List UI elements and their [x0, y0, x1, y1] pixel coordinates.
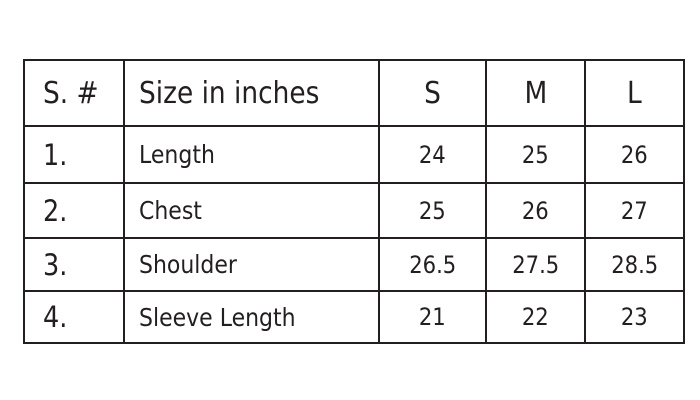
- cell-text: 26: [621, 140, 648, 169]
- cell-m: 27.5: [485, 237, 586, 292]
- row-number: 2.: [23, 182, 125, 239]
- table-header-row: S. # Size in inches S M L: [23, 59, 685, 127]
- cell-s: 25: [378, 182, 487, 239]
- header-l: L: [584, 59, 685, 127]
- cell-text: 25: [522, 140, 549, 169]
- cell-text: Sleeve Length: [139, 302, 296, 332]
- row-number: 1.: [23, 125, 125, 184]
- header-text: S: [424, 75, 441, 111]
- header-text: Size in inches: [139, 75, 320, 111]
- cell-m: 26: [485, 182, 586, 239]
- header-size: Size in inches: [123, 59, 380, 127]
- cell-text: 26: [522, 196, 549, 225]
- size-chart-table: S. # Size in inches S M L 1. Length 24 2…: [23, 59, 685, 344]
- header-text: S. #: [43, 75, 99, 111]
- cell-s: 26.5: [378, 237, 487, 292]
- cell-text: 21: [419, 303, 446, 331]
- header-serial: S. #: [23, 59, 125, 127]
- cell-text: Chest: [139, 196, 202, 225]
- cell-l: 27: [584, 182, 685, 239]
- row-label: Shoulder: [123, 237, 380, 292]
- cell-m: 22: [485, 290, 586, 344]
- row-label: Chest: [123, 182, 380, 239]
- row-number: 4.: [23, 290, 125, 344]
- cell-text: 23: [621, 303, 648, 331]
- cell-text: 25: [419, 196, 446, 225]
- table-row: 1. Length 24 25 26: [23, 125, 685, 184]
- row-label: Sleeve Length: [123, 290, 380, 344]
- header-s: S: [378, 59, 487, 127]
- row-label: Length: [123, 125, 380, 184]
- cell-s: 21: [378, 290, 487, 344]
- header-text: L: [627, 75, 642, 111]
- table-row: 4. Sleeve Length 21 22 23: [23, 290, 685, 344]
- header-m: M: [485, 59, 586, 127]
- cell-text: 27.5: [511, 250, 560, 279]
- cell-m: 25: [485, 125, 586, 184]
- cell-text: Length: [139, 140, 215, 169]
- cell-s: 24: [378, 125, 487, 184]
- cell-l: 23: [584, 290, 685, 344]
- cell-text: 26.5: [408, 250, 457, 279]
- cell-text: Shoulder: [139, 250, 237, 279]
- cell-l: 26: [584, 125, 685, 184]
- cell-text: 28.5: [610, 250, 659, 279]
- header-text: M: [524, 75, 547, 111]
- cell-text: 3.: [43, 247, 68, 282]
- row-number: 3.: [23, 237, 125, 292]
- cell-l: 28.5: [584, 237, 685, 292]
- table-row: 3. Shoulder 26.5 27.5 28.5: [23, 237, 685, 292]
- table-row: 2. Chest 25 26 27: [23, 182, 685, 239]
- cell-text: 22: [522, 303, 549, 331]
- cell-text: 1.: [43, 137, 68, 172]
- cell-text: 2.: [43, 193, 68, 228]
- cell-text: 27: [621, 196, 648, 225]
- cell-text: 24: [419, 140, 446, 169]
- cell-text: 4.: [43, 300, 68, 334]
